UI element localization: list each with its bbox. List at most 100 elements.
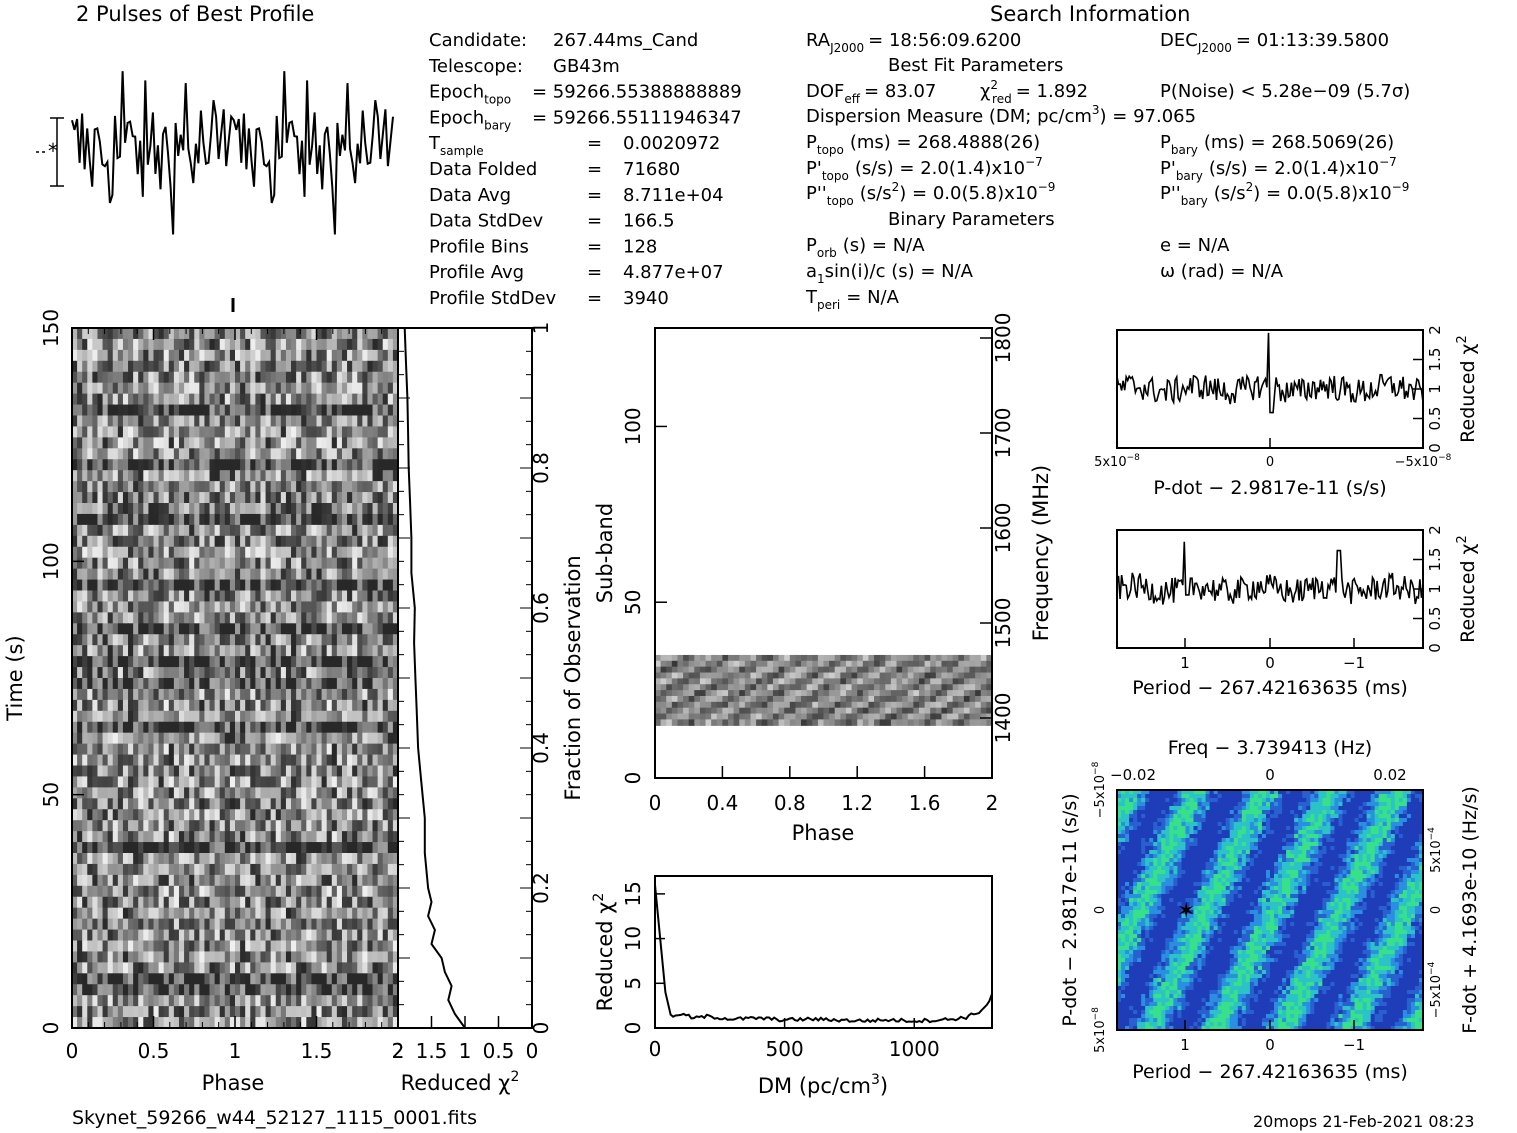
subband-cell xyxy=(958,660,965,668)
time-phase-cell xyxy=(168,524,175,537)
time-phase-cell xyxy=(341,743,348,756)
time-phase-cell xyxy=(92,787,99,799)
dof-line: DOFeff = 83.07 xyxy=(806,81,936,106)
time-phase-cell xyxy=(245,885,251,898)
time-phase-cell xyxy=(301,885,307,898)
subband-cell xyxy=(705,672,712,679)
time-phase-cell xyxy=(122,481,129,493)
time-phase-cell xyxy=(347,842,353,854)
time-phase-cell xyxy=(316,874,323,887)
time-phase-cell xyxy=(107,962,114,974)
time-phase-cell xyxy=(158,524,165,537)
subband-cell xyxy=(750,654,757,662)
time-phase-cell xyxy=(387,546,394,559)
time-phase-cell xyxy=(133,732,139,745)
time-phase-cell xyxy=(392,513,398,526)
time-phase-cell xyxy=(107,349,114,362)
time-phase-cell xyxy=(229,426,236,438)
time-phase-cell xyxy=(204,754,211,767)
time-phase-cell xyxy=(92,820,99,832)
time-phase-cell xyxy=(331,1017,338,1028)
time-phase-cell xyxy=(316,371,323,384)
time-phase-cell xyxy=(184,667,190,679)
time-phase-cell xyxy=(128,349,134,362)
time-phase-cell xyxy=(352,754,358,767)
subband-cell xyxy=(778,701,785,709)
time-phase-cell xyxy=(362,524,369,537)
time-phase-cell xyxy=(224,995,231,1007)
time-phase-cell xyxy=(265,853,272,865)
time-phase-cell xyxy=(173,513,180,526)
time-phase-cell xyxy=(82,929,88,942)
time-phase-cell xyxy=(229,328,236,340)
time-phase-cell xyxy=(331,973,338,985)
time-phase-cell xyxy=(153,809,160,821)
time-phase-cell xyxy=(377,448,384,460)
time-phase-cell xyxy=(265,743,272,756)
time-phase-cell xyxy=(382,415,389,428)
time-phase-cell xyxy=(275,853,282,865)
time-phase-cell xyxy=(357,338,363,351)
time-phase-cell xyxy=(77,415,83,428)
time-phase-cell xyxy=(97,809,104,821)
time-phase-cell xyxy=(316,535,323,548)
time-phase-cell xyxy=(291,590,297,603)
time-phase-cell xyxy=(311,973,318,985)
time-phase-cell xyxy=(392,678,398,690)
time-phase-cell xyxy=(382,1017,389,1028)
subband-cell xyxy=(851,695,858,703)
time-phase-cell xyxy=(250,481,256,493)
time-phase-cell xyxy=(341,721,348,734)
time-phase-cell xyxy=(291,699,297,712)
subband-cell xyxy=(806,701,813,709)
time-phase-cell xyxy=(163,404,170,417)
time-phase-cell xyxy=(260,995,267,1007)
time-phase-cell xyxy=(204,667,211,679)
time-phase-cell xyxy=(229,721,236,734)
time-phase-cell xyxy=(245,459,251,471)
subband-cell xyxy=(750,678,757,685)
time-phase-cell xyxy=(117,929,124,942)
subband-cell xyxy=(761,719,768,726)
time-phase-cell xyxy=(316,721,323,734)
time-phase-cell xyxy=(250,776,256,788)
time-phase-cell xyxy=(367,360,374,373)
subband-cell xyxy=(761,701,768,709)
time-phase-cell xyxy=(316,404,323,417)
time-phase-cell xyxy=(255,787,262,799)
time-phase-cell xyxy=(117,699,124,712)
time-phase-cell xyxy=(133,459,139,471)
time-phase-cell xyxy=(301,809,307,821)
time-phase-cell xyxy=(291,328,297,340)
time-phase-cell xyxy=(194,470,200,482)
time-phase-cell xyxy=(372,481,379,493)
time-phase-cell xyxy=(270,1006,277,1018)
time-phase-cell xyxy=(87,656,93,668)
time-phase-cell xyxy=(316,984,323,996)
subband-cell xyxy=(902,701,909,709)
time-phase-cell xyxy=(301,907,307,920)
subband-cell xyxy=(907,672,914,679)
time-phase-cell xyxy=(306,765,312,778)
time-phase-cell xyxy=(275,481,282,493)
time-phase-cell xyxy=(321,415,328,428)
time-phase-cell xyxy=(72,951,78,963)
time-phase-cell xyxy=(102,853,109,865)
time-phase-cell xyxy=(311,503,318,515)
time-phase-cell xyxy=(163,415,170,428)
time-phase-cell xyxy=(377,853,384,865)
subband-cell xyxy=(683,684,690,691)
time-phase-cell xyxy=(229,995,236,1007)
time-phase-cell xyxy=(265,896,272,909)
time-phase-cell xyxy=(173,688,180,701)
time-phase-cell xyxy=(178,448,185,460)
time-phase-cell xyxy=(163,656,170,668)
time-phase-cell xyxy=(209,371,216,384)
subband-cell xyxy=(952,713,959,721)
time-phase-cell xyxy=(102,338,109,351)
time-phase-cell xyxy=(168,338,175,351)
time-phase-cell xyxy=(173,809,180,821)
time-phase-cell xyxy=(138,568,144,581)
time-phase-cell xyxy=(163,492,170,504)
subband-cell xyxy=(986,660,992,668)
